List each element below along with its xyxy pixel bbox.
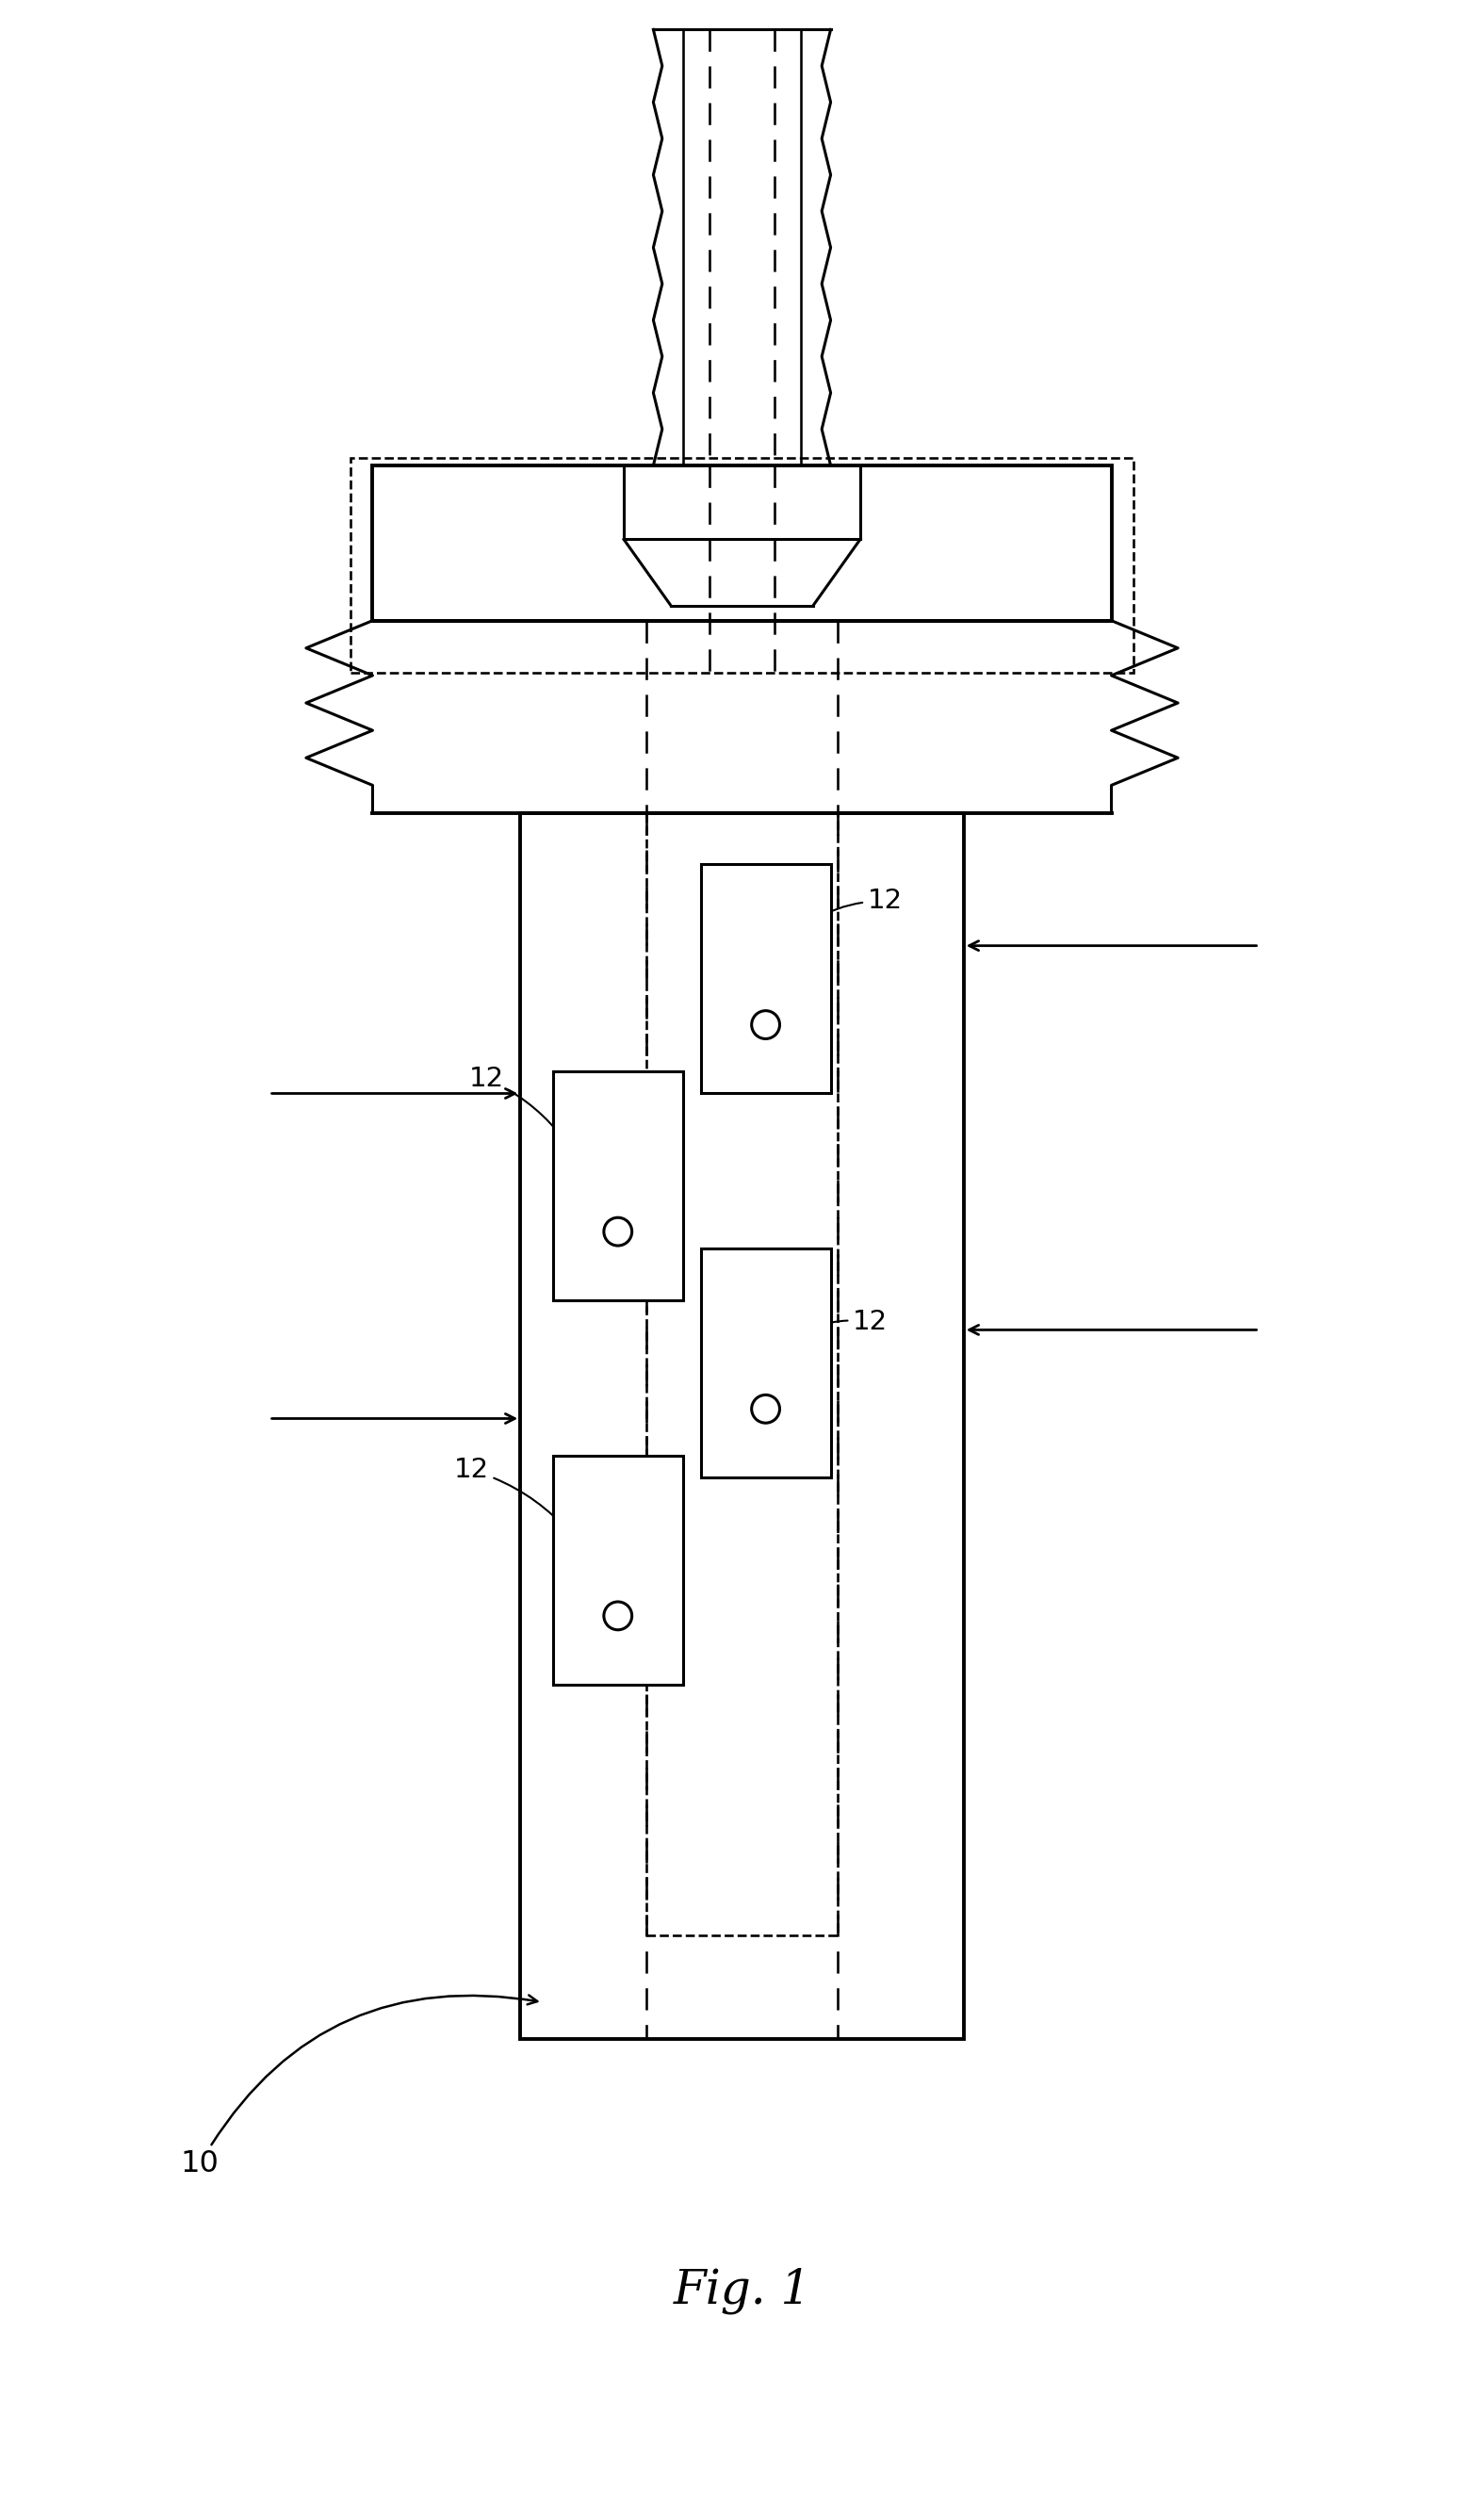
Text: 12: 12 — [813, 889, 902, 919]
Text: Fig. 1: Fig. 1 — [674, 2266, 810, 2314]
Text: 10: 10 — [181, 1995, 537, 2178]
Bar — [372, 465, 1112, 620]
Text: 12: 12 — [813, 1309, 887, 1336]
Bar — [700, 864, 831, 1093]
Bar — [554, 1454, 683, 1686]
Bar — [646, 814, 838, 1937]
Text: 12: 12 — [454, 1457, 571, 1535]
Bar — [350, 457, 1134, 673]
Bar — [700, 1248, 831, 1477]
Bar — [521, 814, 963, 2040]
Text: 12: 12 — [469, 1065, 571, 1150]
Bar — [554, 1070, 683, 1301]
